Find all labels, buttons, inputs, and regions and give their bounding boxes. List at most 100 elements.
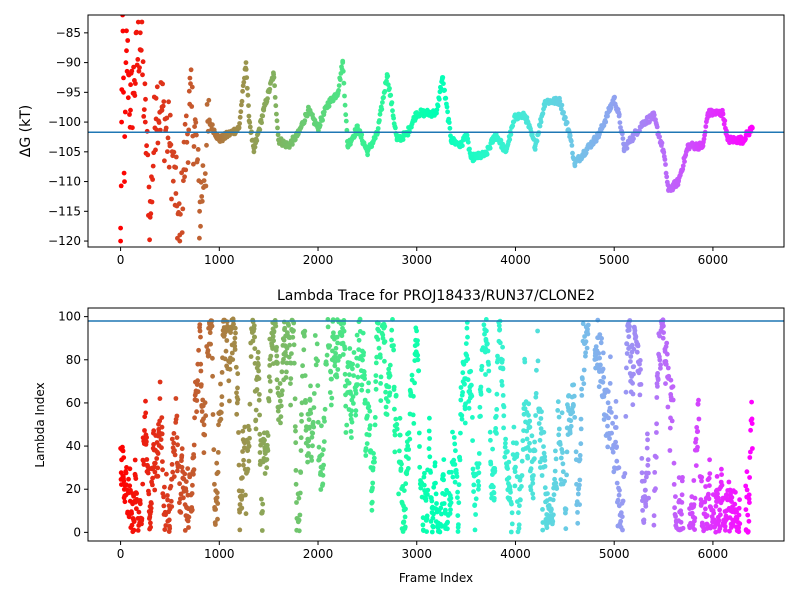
free-energy-point (173, 154, 179, 160)
lambda-point (663, 361, 669, 367)
free-energy-point (458, 143, 464, 149)
free-energy-point (379, 106, 385, 112)
lambda-point (375, 337, 381, 342)
lambda-point (583, 350, 588, 356)
lambda-point (706, 491, 711, 497)
lambda-point (312, 333, 318, 338)
lambda-point (183, 479, 189, 484)
free-energy-point (740, 137, 745, 143)
lambda-point (369, 507, 375, 513)
lambda-point (405, 443, 411, 449)
lambda-point (387, 373, 393, 379)
lambda-point (370, 465, 376, 471)
lambda-point (661, 330, 666, 335)
y-tick-label: 40 (66, 439, 81, 453)
lambda-point (532, 456, 537, 462)
lambda-point (373, 386, 379, 392)
lambda-point (332, 355, 338, 360)
lambda-point (350, 394, 356, 400)
lambda-point (637, 358, 643, 363)
free-energy-point (435, 103, 441, 109)
x-tick-label: 4000 (500, 547, 531, 561)
lambda-point (638, 382, 644, 387)
lambda-point (279, 388, 285, 394)
lambda-point (747, 500, 752, 505)
lambda-point (311, 424, 317, 430)
free-energy-point (157, 127, 163, 133)
free-energy-point (377, 118, 382, 123)
free-energy-point (251, 149, 257, 155)
lambda-point (359, 382, 365, 388)
free-energy-point (700, 143, 706, 149)
lambda-trace-x-axis-label: Frame Index (399, 571, 473, 585)
lambda-point (268, 353, 274, 359)
lambda-point (142, 414, 148, 420)
free-energy-point (286, 143, 291, 149)
lambda-point (616, 465, 622, 471)
lambda-point (219, 370, 225, 375)
lambda-point (252, 346, 258, 351)
free-energy-point (143, 96, 148, 102)
y-tick-label: 20 (66, 482, 81, 496)
free-energy-point (664, 174, 670, 180)
lambda-point (366, 404, 372, 409)
lambda-point (486, 388, 492, 394)
lambda-point (535, 358, 541, 364)
free-energy-point (195, 157, 201, 163)
lambda-point (519, 458, 525, 464)
lambda-point (580, 321, 586, 327)
free-energy-point (603, 119, 609, 125)
lambda-point (197, 328, 203, 334)
lambda-point (497, 340, 503, 346)
lambda-point (722, 524, 728, 529)
lambda-point (585, 331, 591, 337)
lambda-point (239, 488, 245, 494)
lambda-point (376, 345, 382, 351)
lambda-point (639, 470, 645, 476)
lambda-point (628, 354, 634, 359)
lambda-point (645, 431, 650, 437)
lambda-trace-points (118, 316, 755, 535)
lambda-point (465, 334, 470, 340)
free-energy-point (483, 152, 489, 158)
lambda-point (737, 521, 743, 527)
free-energy-point (132, 93, 138, 98)
lambda-point (325, 324, 331, 330)
lambda-trace-y-axis-label: Lambda Index (33, 382, 47, 467)
lambda-point (356, 337, 362, 343)
lambda-point (162, 484, 167, 490)
lambda-point (541, 450, 547, 456)
lambda-point (237, 527, 243, 533)
free-energy-point (139, 19, 145, 25)
lambda-point (247, 401, 253, 407)
free-energy-point (124, 28, 129, 34)
lambda-point (485, 341, 490, 347)
lambda-point (737, 497, 742, 503)
lambda-point (630, 402, 636, 408)
lambda-point (445, 519, 450, 525)
lambda-point (466, 405, 472, 411)
lambda-point (139, 516, 145, 522)
lambda-point (423, 498, 429, 503)
lambda-point (162, 527, 168, 532)
lambda-point (298, 435, 304, 441)
lambda-point (313, 362, 319, 368)
lambda-point (340, 352, 346, 357)
free-energy-point (134, 29, 140, 35)
lambda-point (596, 384, 602, 390)
lambda-point (542, 454, 548, 460)
lambda-point (234, 390, 239, 396)
free-energy-point (195, 147, 201, 152)
lambda-point (415, 338, 420, 343)
lambda-point (167, 526, 173, 531)
lambda-point (497, 327, 503, 332)
lambda-point (732, 501, 738, 507)
lambda-point (329, 395, 335, 401)
free-energy-point (340, 68, 346, 74)
lambda-point (501, 413, 507, 419)
lambda-point (484, 328, 489, 334)
lambda-point (183, 488, 189, 494)
lambda-point (692, 515, 698, 521)
free-energy-point (621, 146, 627, 152)
free-energy-point (118, 238, 123, 244)
